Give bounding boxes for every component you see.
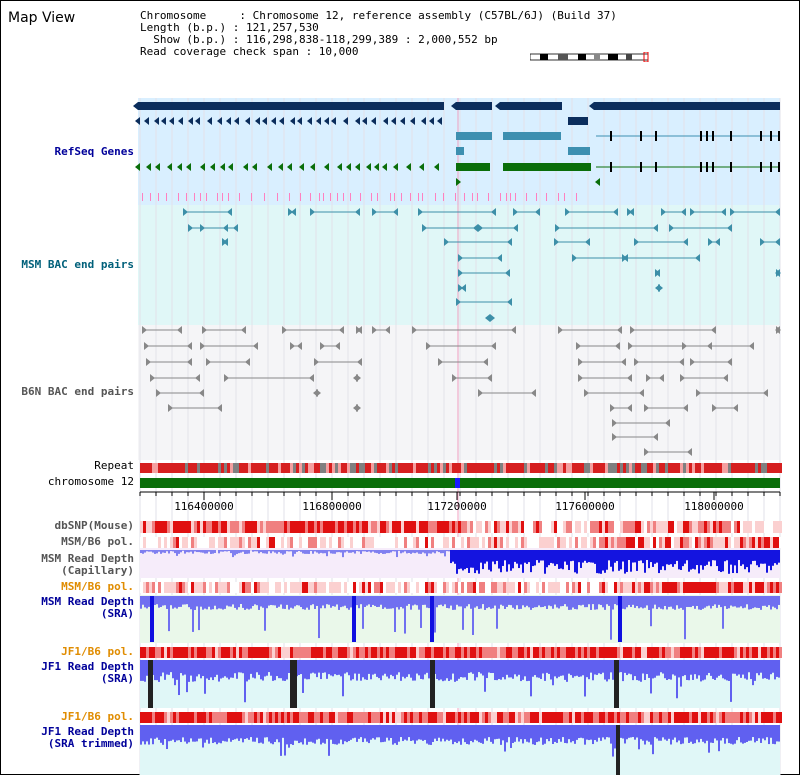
refseq-label[interactable]: RefSeq Genes bbox=[54, 145, 134, 158]
jf1-b6-pol-label-2[interactable]: JF1/B6 pol. bbox=[61, 710, 134, 723]
msm-b6-pol-label-1[interactable]: MSM/B6 pol. bbox=[61, 535, 134, 548]
show-range-line: Show (b.p.) : 116,298,838-118,299,389 : … bbox=[140, 33, 498, 46]
axis-tick-label: 118000000 bbox=[684, 500, 744, 513]
msm-bac-track-bg bbox=[138, 205, 780, 325]
repeat-label: Repeat bbox=[94, 459, 134, 472]
repeat-track bbox=[140, 463, 782, 473]
position-axis: 116400000 116800000 117200000 117600000 1180… bbox=[139, 491, 781, 513]
chromosome-info: Chromosome : Chromosome 12, reference as… bbox=[140, 10, 617, 58]
b6n-bac-track-bg bbox=[138, 325, 780, 460]
b6n-bac-label[interactable]: B6N BAC end pairs bbox=[21, 385, 134, 398]
chromosome-label: chromosome 12 bbox=[47, 475, 134, 488]
chromosome-bar bbox=[140, 478, 780, 488]
chromosome-ideogram[interactable] bbox=[530, 52, 650, 62]
axis-tick-label: 117200000 bbox=[427, 500, 487, 513]
msm-bac-pairs-track[interactable] bbox=[183, 208, 781, 322]
variation-tracks bbox=[140, 521, 782, 775]
jf1-depth-sra-label[interactable]: JF1 Read Depth (SRA) bbox=[41, 660, 134, 685]
jf1-b6-pol-label-1[interactable]: JF1/B6 pol. bbox=[61, 645, 134, 658]
axis-tick-label: 116400000 bbox=[174, 500, 234, 513]
msm-depth-capillary-label[interactable]: MSM Read Depth (Capillary) bbox=[41, 552, 134, 577]
b6n-bac-pairs-track[interactable] bbox=[142, 326, 781, 456]
jf1-depth-trimmed-label[interactable]: JF1 Read Depth (SRA trimmed) bbox=[41, 725, 134, 750]
coverage-span-line: Read coverage check span : 10,000 bbox=[140, 45, 359, 58]
msm-depth-sra-label[interactable]: MSM Read Depth (SRA) bbox=[41, 595, 134, 620]
msm-bac-label[interactable]: MSM BAC end pairs bbox=[21, 258, 134, 271]
chromosome-line: Chromosome : Chromosome 12, reference as… bbox=[140, 9, 617, 22]
axis-tick-label: 116800000 bbox=[302, 500, 362, 513]
msm-b6-pol-label-2[interactable]: MSM/B6 pol. bbox=[61, 580, 134, 593]
axis-tick-label: 117600000 bbox=[555, 500, 615, 513]
length-line: Length (b.p.) : 121,257,530 bbox=[140, 21, 319, 34]
dbsnp-label[interactable]: dbSNP(Mouse) bbox=[54, 519, 134, 532]
refseq-genes-track[interactable] bbox=[133, 102, 780, 201]
page-title: Map View bbox=[8, 10, 76, 26]
